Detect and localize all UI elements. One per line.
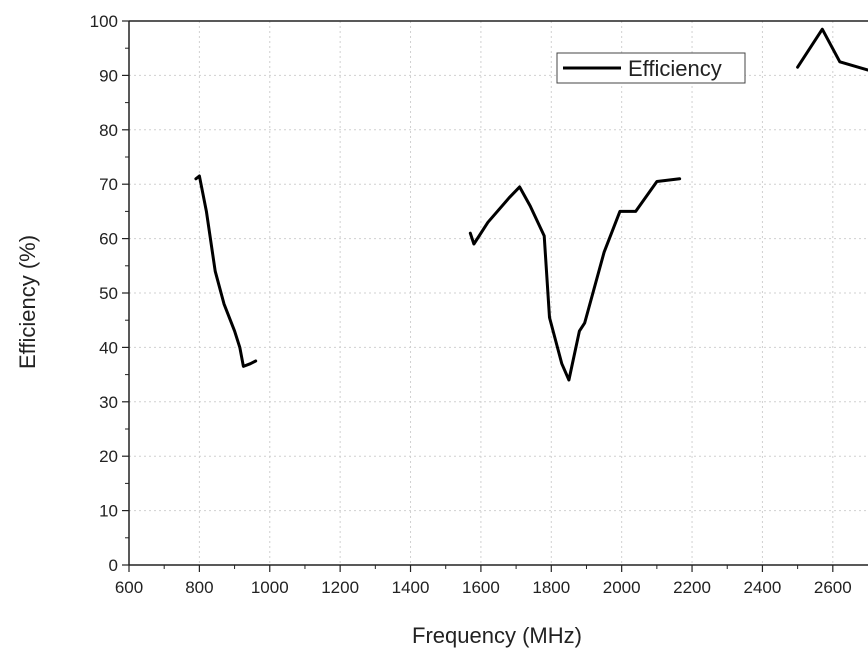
x-axis-ticks: 600 800 1000 1200 1400 1600 1800 2000 2200 2400 26… bbox=[115, 565, 852, 597]
y-tick-label: 50 bbox=[99, 284, 118, 303]
y-tick-label: 20 bbox=[99, 447, 118, 466]
efficiency-line-segment bbox=[194, 174, 258, 368]
x-tick-label: 2400 bbox=[744, 578, 782, 597]
y-tick-label: 100 bbox=[90, 12, 118, 31]
legend-label: Efficiency bbox=[628, 56, 722, 81]
efficiency-line-segment bbox=[796, 27, 868, 72]
x-tick-label: 2000 bbox=[603, 578, 641, 597]
legend: Efficiency bbox=[556, 52, 746, 84]
x-tick-label: 1800 bbox=[532, 578, 570, 597]
grid-lines bbox=[129, 21, 868, 565]
x-tick-label: 2200 bbox=[673, 578, 711, 597]
series-lines bbox=[194, 27, 868, 382]
x-tick-label: 2600 bbox=[814, 578, 852, 597]
y-tick-label: 40 bbox=[99, 338, 118, 357]
y-tick-label: 10 bbox=[99, 502, 118, 521]
y-tick-label: 90 bbox=[99, 66, 118, 85]
y-tick-label: 70 bbox=[99, 175, 118, 194]
x-tick-label: 1400 bbox=[392, 578, 430, 597]
x-tick-label: 1200 bbox=[321, 578, 359, 597]
y-tick-label: 60 bbox=[99, 230, 118, 249]
x-tick-label: 1600 bbox=[462, 578, 500, 597]
y-axis-title: Efficiency (%) bbox=[15, 235, 40, 369]
y-tick-label: 30 bbox=[99, 393, 118, 412]
x-tick-label: 800 bbox=[185, 578, 213, 597]
efficiency-line-segment bbox=[468, 177, 682, 382]
y-axis-ticks: 0 10 20 30 40 50 60 70 80 90 100 bbox=[90, 12, 129, 575]
x-axis-title: Frequency (MHz) bbox=[412, 623, 582, 648]
y-tick-label: 80 bbox=[99, 121, 118, 140]
y-tick-label: 0 bbox=[109, 556, 118, 575]
x-tick-label: 1000 bbox=[251, 578, 289, 597]
x-tick-label: 600 bbox=[115, 578, 143, 597]
